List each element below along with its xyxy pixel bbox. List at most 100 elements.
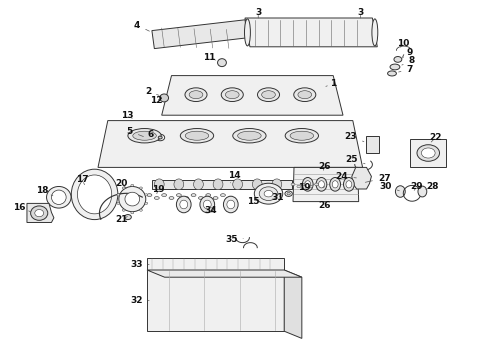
- Ellipse shape: [162, 194, 167, 197]
- Text: 22: 22: [429, 133, 442, 142]
- Text: 35: 35: [225, 235, 243, 244]
- Polygon shape: [245, 18, 377, 47]
- Ellipse shape: [119, 186, 146, 212]
- Ellipse shape: [185, 88, 207, 102]
- Ellipse shape: [285, 129, 319, 143]
- Ellipse shape: [309, 185, 313, 188]
- Ellipse shape: [143, 136, 149, 141]
- Ellipse shape: [176, 196, 191, 213]
- Ellipse shape: [330, 177, 341, 191]
- Ellipse shape: [315, 183, 318, 186]
- Ellipse shape: [258, 88, 280, 102]
- Ellipse shape: [264, 190, 273, 197]
- Ellipse shape: [262, 91, 275, 99]
- Bar: [366, 136, 379, 153]
- Ellipse shape: [318, 181, 324, 188]
- Ellipse shape: [147, 194, 152, 197]
- Text: 8: 8: [402, 56, 415, 65]
- Ellipse shape: [213, 197, 218, 199]
- Polygon shape: [293, 167, 359, 202]
- Ellipse shape: [346, 181, 352, 188]
- Ellipse shape: [77, 175, 112, 214]
- Text: 25: 25: [345, 154, 365, 164]
- Ellipse shape: [72, 169, 118, 220]
- Text: 32: 32: [130, 296, 149, 305]
- Ellipse shape: [395, 186, 405, 197]
- Ellipse shape: [390, 64, 400, 70]
- Ellipse shape: [203, 200, 211, 209]
- Text: 4: 4: [134, 21, 149, 31]
- Ellipse shape: [154, 197, 159, 199]
- Text: 12: 12: [149, 96, 162, 105]
- Text: 18: 18: [36, 186, 53, 196]
- Ellipse shape: [117, 194, 120, 196]
- Ellipse shape: [220, 194, 225, 197]
- Text: 15: 15: [246, 197, 259, 206]
- Ellipse shape: [218, 59, 226, 67]
- Ellipse shape: [245, 19, 250, 46]
- Ellipse shape: [176, 194, 181, 197]
- Ellipse shape: [174, 179, 184, 190]
- Ellipse shape: [154, 179, 164, 190]
- Ellipse shape: [122, 209, 125, 211]
- Ellipse shape: [213, 179, 223, 190]
- Ellipse shape: [206, 194, 211, 197]
- Polygon shape: [352, 167, 371, 189]
- Text: 29: 29: [411, 182, 423, 191]
- Text: 20: 20: [115, 179, 128, 188]
- Bar: [410, 139, 446, 167]
- Text: 2: 2: [145, 87, 159, 96]
- Ellipse shape: [125, 192, 140, 206]
- Ellipse shape: [51, 190, 66, 204]
- Ellipse shape: [191, 194, 196, 197]
- Text: 10: 10: [396, 39, 409, 48]
- Polygon shape: [147, 270, 302, 277]
- Polygon shape: [152, 180, 292, 189]
- Text: 30: 30: [379, 181, 399, 191]
- Ellipse shape: [233, 179, 243, 190]
- Ellipse shape: [156, 134, 165, 141]
- Ellipse shape: [128, 129, 161, 143]
- Text: 31: 31: [271, 194, 284, 202]
- Ellipse shape: [238, 131, 261, 140]
- Bar: [147, 258, 284, 270]
- Ellipse shape: [198, 197, 203, 199]
- Ellipse shape: [35, 210, 44, 217]
- Ellipse shape: [290, 131, 314, 140]
- Ellipse shape: [272, 179, 282, 190]
- Ellipse shape: [140, 187, 143, 189]
- Ellipse shape: [131, 212, 134, 214]
- Polygon shape: [27, 203, 54, 222]
- Text: 7: 7: [398, 65, 413, 74]
- Ellipse shape: [184, 197, 189, 199]
- Ellipse shape: [233, 129, 266, 143]
- Ellipse shape: [285, 191, 292, 196]
- Text: 23: 23: [344, 132, 364, 141]
- Text: 6: 6: [148, 130, 162, 139]
- Ellipse shape: [305, 181, 311, 188]
- Ellipse shape: [223, 196, 238, 213]
- Text: 11: 11: [203, 53, 216, 62]
- Ellipse shape: [259, 187, 278, 201]
- Ellipse shape: [145, 194, 148, 196]
- Ellipse shape: [418, 186, 427, 197]
- Polygon shape: [152, 20, 247, 49]
- Ellipse shape: [421, 148, 435, 158]
- Text: 13: 13: [121, 111, 134, 120]
- Ellipse shape: [194, 179, 203, 190]
- Ellipse shape: [30, 206, 48, 220]
- Text: 19: 19: [298, 183, 311, 192]
- Ellipse shape: [131, 184, 134, 186]
- Text: 14: 14: [228, 171, 241, 183]
- Ellipse shape: [189, 91, 203, 99]
- Ellipse shape: [298, 91, 312, 99]
- Ellipse shape: [200, 196, 215, 213]
- Polygon shape: [147, 270, 284, 331]
- Ellipse shape: [303, 183, 307, 186]
- Text: 16: 16: [13, 202, 30, 212]
- Text: 33: 33: [130, 260, 149, 269]
- Ellipse shape: [122, 187, 125, 189]
- Ellipse shape: [417, 145, 440, 161]
- Ellipse shape: [297, 185, 301, 188]
- Ellipse shape: [254, 183, 283, 204]
